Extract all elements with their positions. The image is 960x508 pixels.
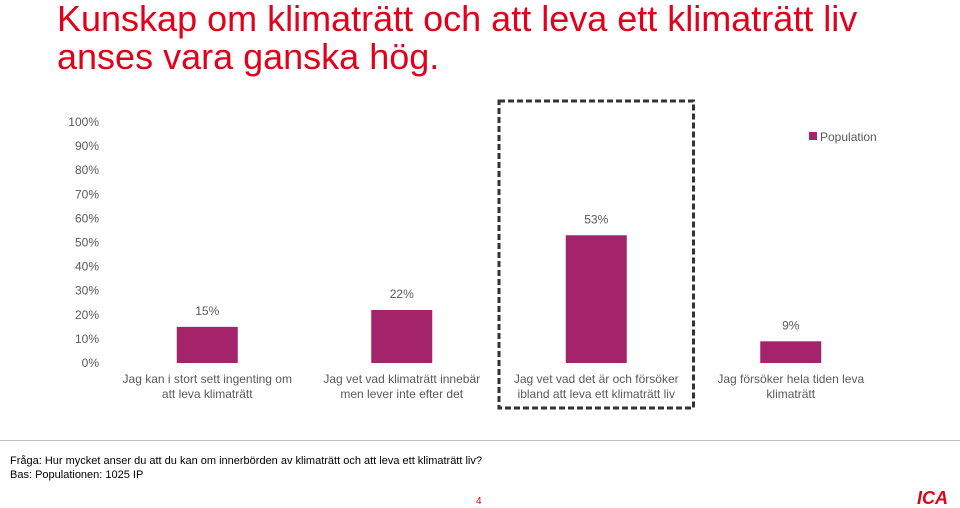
category-label: klimaträtt xyxy=(766,387,815,401)
legend-swatch xyxy=(809,132,817,140)
bar xyxy=(760,341,822,363)
y-tick-label: 50% xyxy=(75,236,99,250)
highlight-box xyxy=(497,99,695,410)
page-title: Kunskap om klimaträtt och att leva ett k… xyxy=(57,0,858,77)
category-label: att leva klimaträtt xyxy=(162,387,253,401)
data-label: 53% xyxy=(584,212,608,226)
bar-chart: 0% 10% 20% 30% 40% 50% 60% 70% 80% 90% 100% 15% Jag … xyxy=(68,99,877,410)
data-label: 22% xyxy=(390,287,414,301)
y-tick-label: 60% xyxy=(75,211,99,225)
category-label: Jag försöker hela tiden leva xyxy=(717,372,864,386)
category-label: Jag vet vad det är och försöker xyxy=(514,372,679,386)
y-tick-label: 30% xyxy=(75,284,99,298)
survey-question: Fråga: Hur mycket anser du att du kan om… xyxy=(10,455,482,467)
category-label: Jag vet vad klimaträtt innebär xyxy=(323,372,480,386)
ica-logo: ICA xyxy=(917,488,948,506)
category-label: Jag kan i stort sett ingenting om xyxy=(123,372,292,386)
svg-text:ICA: ICA xyxy=(917,488,948,506)
bar xyxy=(371,309,433,363)
footer-divider xyxy=(0,440,960,441)
y-tick-label: 100% xyxy=(68,115,99,129)
legend-label: Population xyxy=(820,130,877,144)
data-label: 15% xyxy=(195,304,219,318)
y-tick-label: 90% xyxy=(75,139,99,153)
y-tick-label: 80% xyxy=(75,163,99,177)
y-tick-label: 70% xyxy=(75,187,99,201)
category-label: ibland att leva ett klimaträtt liv xyxy=(518,387,675,401)
page-number: 4 xyxy=(476,496,482,507)
y-tick-label: 0% xyxy=(82,356,100,370)
bar xyxy=(565,235,627,363)
y-tick-label: 20% xyxy=(75,308,99,322)
y-tick-label: 10% xyxy=(75,332,99,346)
survey-base: Bas: Populationen: 1025 IP xyxy=(10,469,144,481)
bar xyxy=(176,326,238,363)
data-label: 9% xyxy=(782,318,800,332)
category-label: men lever inte efter det xyxy=(340,387,463,401)
y-tick-label: 40% xyxy=(75,260,99,274)
